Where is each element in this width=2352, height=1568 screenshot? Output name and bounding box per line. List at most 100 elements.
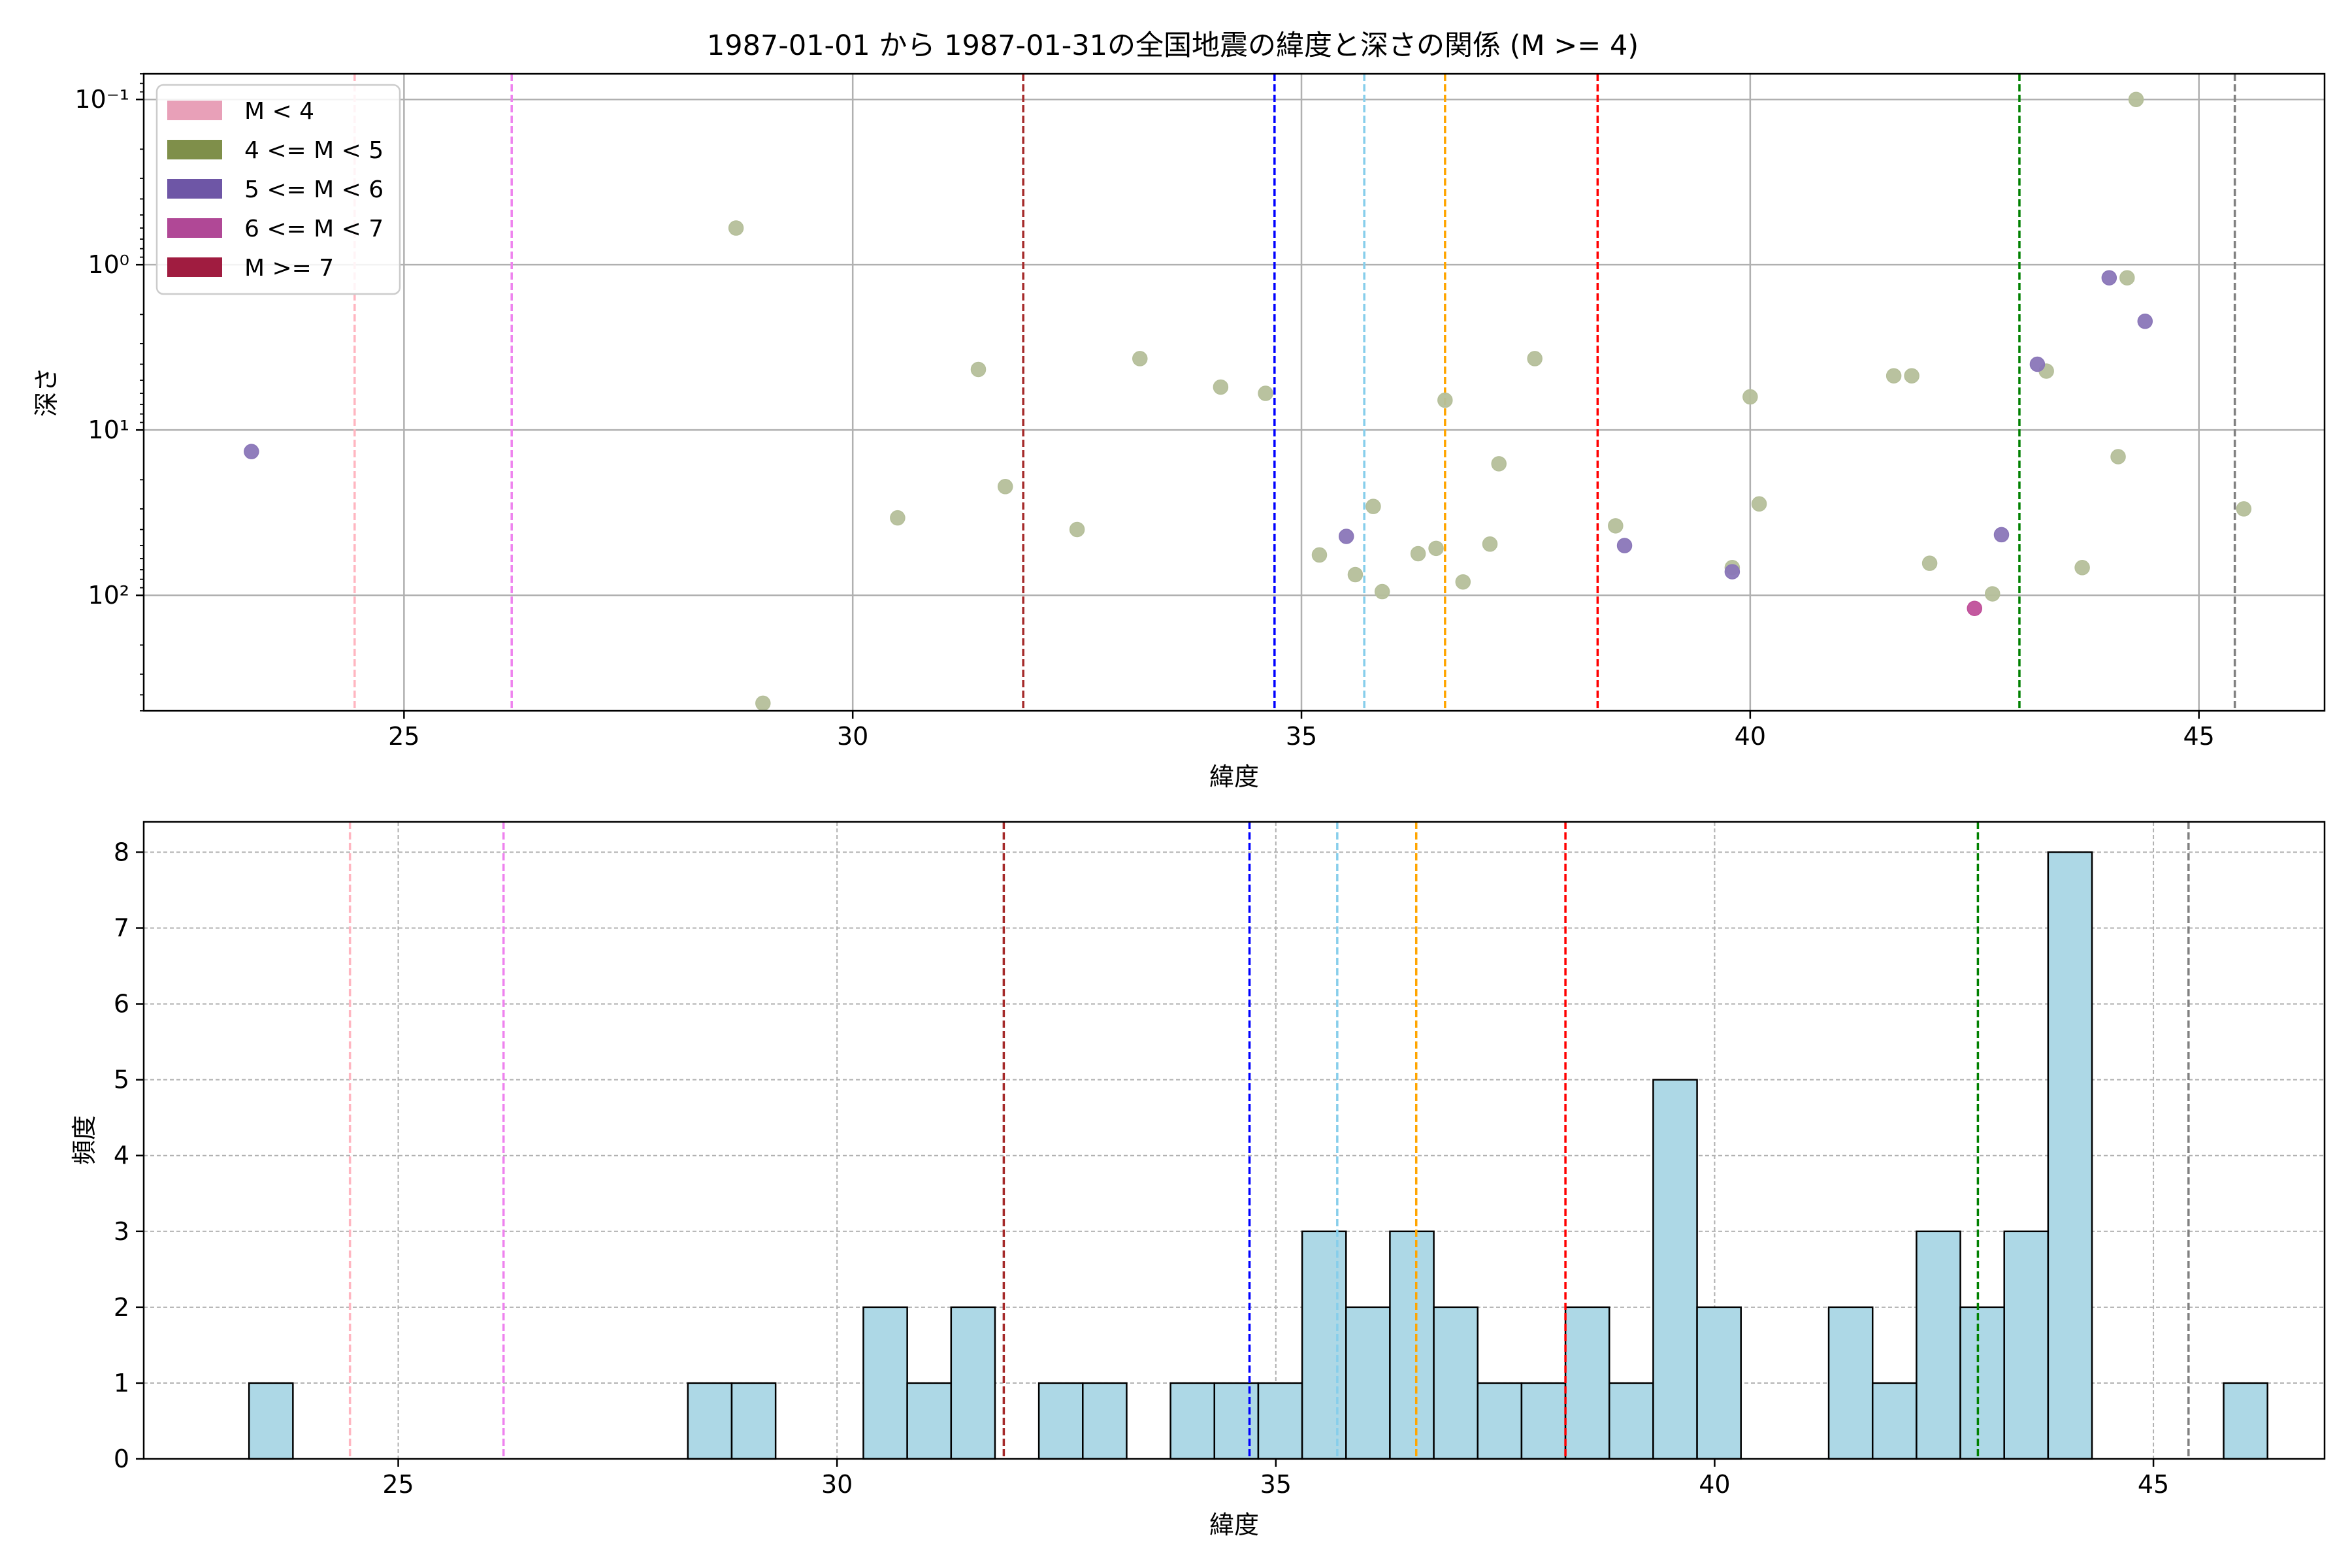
scatter-x-tick-label: 25 (388, 722, 419, 751)
scatter-point (1904, 368, 1919, 384)
scatter-point (1347, 566, 1364, 583)
scatter-point (1608, 518, 1624, 534)
legend-label-m-5-6: 5 <= M < 6 (244, 176, 384, 203)
histogram-bars (248, 851, 2268, 1460)
histogram-bar (1652, 1079, 1698, 1460)
scatter-point (2110, 449, 2126, 465)
scatter-y-tick-label: 10² (88, 581, 129, 610)
histogram-bar (1213, 1382, 1260, 1460)
histogram-bar (687, 1382, 733, 1460)
scatter-point (1428, 540, 1444, 557)
scatter-point (1482, 536, 1498, 552)
legend-swatch-m-6-7 (167, 218, 222, 238)
histogram-x-tick-label: 30 (821, 1470, 853, 1499)
histogram-bar (862, 1306, 908, 1460)
histogram-y-tick-label: 8 (114, 838, 129, 866)
scatter-point (2119, 270, 2135, 286)
scatter-point (1213, 379, 1229, 395)
scatter-point (2137, 314, 2153, 329)
histogram-bar (1345, 1306, 1391, 1460)
histogram-bar (2047, 851, 2093, 1460)
scatter-y-tick-label: 10⁰ (88, 250, 129, 279)
scatter-point (2029, 356, 2046, 372)
scatter-y-axis-label: 深さ (32, 367, 61, 417)
scatter-x-tick-label: 35 (1286, 722, 1317, 751)
histogram-bar (730, 1382, 777, 1460)
scatter-point (1132, 351, 1148, 367)
scatter-point (2074, 560, 2090, 576)
scatter-point (1365, 498, 1381, 514)
scatter-point (1886, 368, 1902, 384)
histogram-y-tick-label: 7 (114, 914, 129, 943)
histogram-bar (1608, 1382, 1654, 1460)
legend: M < 4 4 <= M < 5 5 <= M < 6 6 <= M < 7 M… (155, 84, 401, 295)
scatter-y-ticks: 10⁻¹ 10⁰ 10¹ 10² (74, 73, 144, 711)
scatter-x-ticks: 25 30 35 40 45 (388, 711, 2215, 751)
histogram-bar (1520, 1382, 1567, 1460)
chart-title: 1987-01-01 から 1987-01-31の全国地震の緯度と深さの関係 (… (707, 29, 1639, 62)
legend-swatch-m-4-5 (167, 140, 222, 159)
scatter-panel: 25 30 35 40 45 10⁻¹ 10⁰ 10¹ 10² 緯度 深さ M < 4 4 <… (32, 73, 2326, 791)
scatter-x-tick-label: 30 (837, 722, 868, 751)
histogram-bar (1082, 1382, 1128, 1460)
scatter-point (1984, 586, 2001, 602)
histogram-bar (1959, 1306, 2005, 1460)
histogram-x-axis-label: 緯度 (1209, 1511, 1259, 1539)
scatter-point (1374, 583, 1390, 600)
scatter-point (1410, 546, 1426, 562)
scatter-point (1455, 574, 1471, 590)
histogram-x-tick-label: 45 (2138, 1470, 2169, 1499)
histogram-bar (1477, 1382, 1523, 1460)
scatter-y-tick-label: 10⁻¹ (74, 85, 129, 114)
scatter-point (1742, 389, 1758, 405)
scatter-point (728, 220, 744, 236)
legend-label-m-6-7: 6 <= M < 7 (244, 216, 384, 242)
histogram-y-tick-label: 5 (114, 1066, 129, 1094)
scatter-grid (144, 74, 2325, 711)
legend-box (155, 84, 401, 295)
histogram-bar (1257, 1382, 1303, 1460)
legend-swatch-m-ge-7 (167, 257, 222, 277)
scatter-point (1967, 600, 1983, 616)
histogram-y-tick-label: 0 (114, 1445, 129, 1473)
scatter-reference-lines (353, 74, 2236, 711)
scatter-point (2101, 270, 2117, 286)
scatter-point (2236, 501, 2252, 517)
scatter-point (970, 361, 987, 378)
histogram-y-tick-label: 1 (114, 1369, 129, 1397)
scatter-plot-area (142, 73, 2326, 712)
scatter-point (1921, 555, 1938, 571)
histogram-bar (1696, 1306, 1742, 1460)
histogram-y-tick-label: 6 (114, 990, 129, 1019)
histogram-x-tick-label: 40 (1699, 1470, 1730, 1499)
histogram-bar (1871, 1382, 1918, 1460)
histogram-bar (950, 1306, 996, 1460)
histogram-reference-lines (348, 822, 2190, 1459)
scatter-point (755, 695, 771, 711)
scatter-point (1069, 521, 1085, 538)
legend-swatch-m-5-6 (167, 179, 222, 199)
scatter-x-tick-label: 40 (1735, 722, 1766, 751)
histogram-plot-area (142, 821, 2326, 1460)
scatter-point (890, 510, 906, 526)
histogram-x-tick-label: 25 (382, 1470, 414, 1499)
histogram-y-tick-label: 4 (114, 1141, 129, 1170)
histogram-bar (2223, 1382, 2268, 1460)
legend-label-m-ge-7: M >= 7 (244, 255, 334, 282)
histogram-x-ticks: 25 30 35 40 45 (382, 1459, 2169, 1499)
histogram-y-tick-label: 2 (114, 1293, 129, 1322)
scatter-points (244, 91, 2252, 711)
scatter-x-axis-label: 緯度 (1209, 762, 1259, 791)
scatter-x-tick-label: 45 (2183, 722, 2215, 751)
legend-swatch-m-lt-4 (167, 101, 222, 120)
histogram-y-axis-label: 頻度 (70, 1115, 99, 1165)
scatter-y-tick-label: 10¹ (88, 416, 129, 444)
scatter-point (1338, 529, 1354, 544)
histogram-bar (906, 1382, 953, 1460)
histogram-bar (1169, 1382, 1216, 1460)
histogram-x-tick-label: 35 (1260, 1470, 1292, 1499)
histogram-bar (2003, 1230, 2050, 1460)
scatter-point (997, 479, 1013, 495)
